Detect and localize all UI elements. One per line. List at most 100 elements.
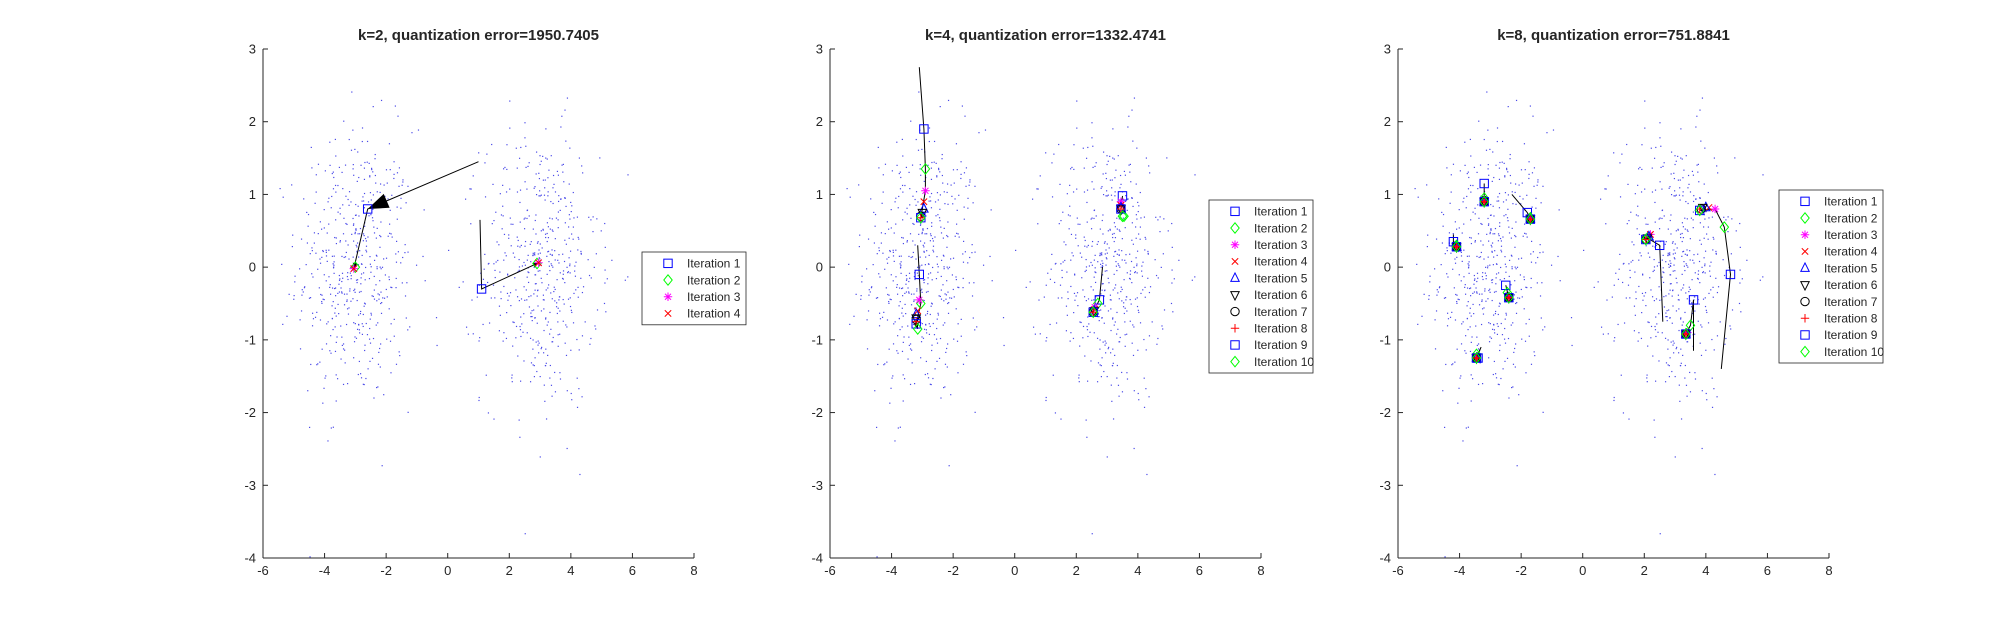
data-point bbox=[1118, 254, 1120, 257]
data-point bbox=[401, 184, 403, 186]
data-point bbox=[1725, 219, 1727, 221]
data-point bbox=[1059, 284, 1062, 286]
data-point bbox=[1054, 412, 1057, 414]
data-point bbox=[1530, 277, 1532, 280]
data-point bbox=[961, 105, 963, 107]
data-point bbox=[1105, 257, 1107, 259]
data-point bbox=[1540, 202, 1542, 204]
data-point bbox=[1525, 372, 1527, 374]
data-point bbox=[1663, 215, 1665, 217]
data-point bbox=[1097, 362, 1100, 364]
data-point bbox=[1487, 217, 1489, 220]
data-point bbox=[1665, 241, 1667, 243]
data-point bbox=[341, 336, 343, 338]
data-point bbox=[1676, 346, 1678, 349]
data-point bbox=[368, 215, 370, 217]
data-point bbox=[523, 218, 525, 220]
data-point bbox=[991, 280, 993, 282]
data-point bbox=[407, 411, 409, 413]
data-point bbox=[1069, 215, 1071, 217]
data-point bbox=[1638, 332, 1640, 334]
data-point bbox=[380, 221, 382, 223]
data-point bbox=[547, 251, 549, 253]
data-point bbox=[322, 402, 324, 404]
data-point bbox=[1495, 373, 1497, 375]
data-point bbox=[1670, 265, 1672, 267]
legend-marker-iteration-7 bbox=[1800, 296, 1810, 307]
data-point bbox=[1618, 268, 1620, 270]
data-point bbox=[889, 402, 891, 404]
data-point bbox=[532, 348, 534, 350]
data-point bbox=[1465, 352, 1467, 354]
data-point bbox=[567, 271, 569, 274]
x-tick-label: -4 bbox=[1454, 563, 1466, 578]
data-point bbox=[400, 262, 402, 264]
data-point bbox=[1073, 292, 1076, 295]
y-tick-label: 0 bbox=[816, 260, 823, 275]
data-point bbox=[502, 340, 504, 342]
data-point bbox=[1102, 262, 1104, 264]
data-point bbox=[1730, 328, 1732, 330]
data-point bbox=[395, 287, 397, 289]
data-point bbox=[1477, 343, 1480, 345]
data-point bbox=[372, 171, 374, 173]
data-point bbox=[928, 333, 931, 335]
legend-marker-iteration-6 bbox=[1799, 281, 1811, 292]
data-point bbox=[363, 192, 366, 195]
data-point bbox=[537, 253, 539, 255]
data-point bbox=[396, 218, 398, 220]
data-point bbox=[1105, 352, 1107, 354]
data-point bbox=[590, 277, 592, 279]
data-point bbox=[1662, 271, 1664, 273]
subplot-1-centroid-markers bbox=[349, 204, 543, 294]
data-point bbox=[1054, 281, 1056, 284]
data-point bbox=[350, 275, 352, 277]
data-point bbox=[1491, 328, 1494, 330]
data-point bbox=[1699, 109, 1701, 111]
data-point bbox=[527, 281, 530, 284]
data-point bbox=[947, 268, 949, 270]
data-point bbox=[947, 203, 949, 205]
data-point bbox=[362, 325, 364, 328]
data-point bbox=[534, 254, 536, 256]
data-point bbox=[874, 213, 877, 216]
data-point bbox=[913, 275, 916, 278]
data-point bbox=[1483, 307, 1485, 309]
data-point bbox=[507, 274, 509, 276]
data-point bbox=[910, 120, 912, 122]
data-point bbox=[1067, 298, 1069, 300]
data-point bbox=[534, 252, 536, 254]
axes-1 bbox=[263, 49, 694, 558]
x-tick-label: 6 bbox=[1196, 563, 1203, 578]
data-point bbox=[1069, 340, 1071, 342]
data-point bbox=[1470, 219, 1472, 221]
x-tick-label: 2 bbox=[1641, 563, 1648, 578]
data-point bbox=[896, 164, 898, 166]
data-point bbox=[1663, 306, 1666, 308]
data-point bbox=[478, 399, 480, 402]
data-point bbox=[971, 252, 973, 254]
data-point bbox=[1711, 406, 1714, 408]
data-point bbox=[311, 312, 314, 314]
data-point bbox=[1109, 228, 1111, 230]
data-point bbox=[338, 166, 341, 169]
data-point bbox=[576, 406, 579, 408]
data-point bbox=[1703, 257, 1705, 259]
data-point bbox=[549, 217, 551, 219]
data-point bbox=[559, 372, 561, 374]
data-point bbox=[1632, 259, 1634, 262]
data-point bbox=[539, 243, 541, 245]
data-point bbox=[531, 320, 533, 322]
data-point bbox=[1693, 299, 1695, 301]
data-point bbox=[1709, 275, 1712, 277]
data-point bbox=[565, 354, 568, 357]
data-point bbox=[379, 366, 381, 368]
data-point bbox=[349, 272, 351, 274]
data-point bbox=[1141, 270, 1143, 272]
data-point bbox=[366, 140, 369, 143]
data-point bbox=[536, 295, 538, 297]
data-point bbox=[1139, 238, 1141, 240]
data-point bbox=[540, 230, 542, 232]
data-point bbox=[1517, 297, 1519, 299]
data-point bbox=[346, 223, 348, 226]
